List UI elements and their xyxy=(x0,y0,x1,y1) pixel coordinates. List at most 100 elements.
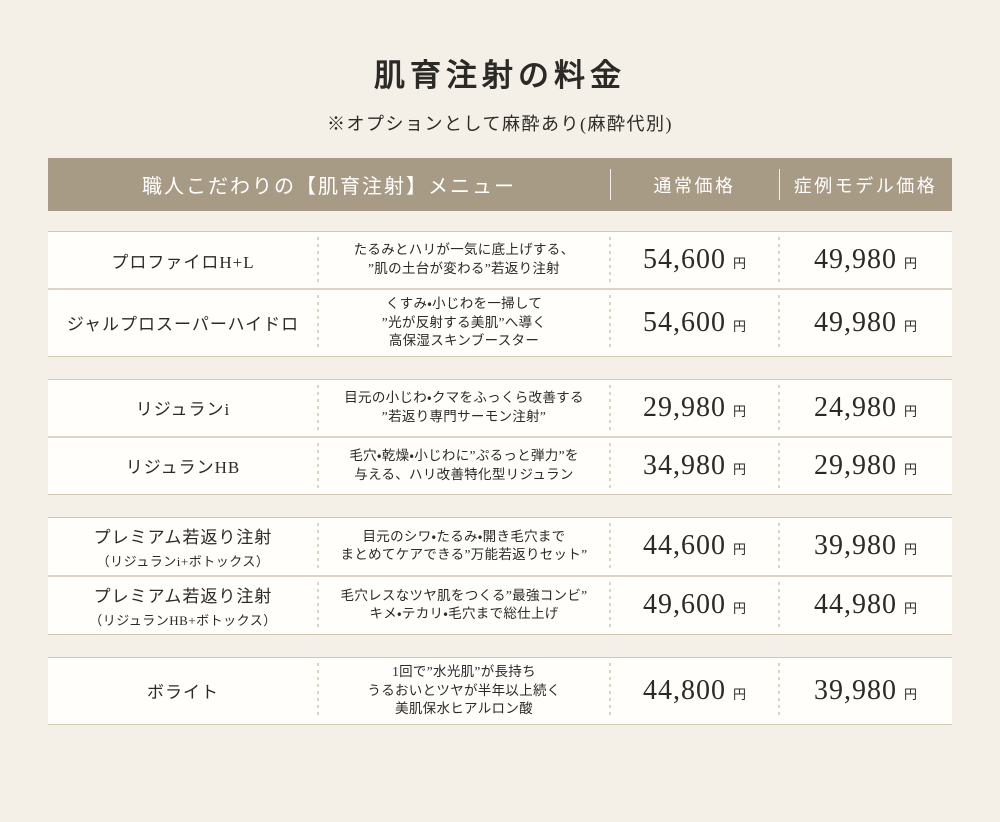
page-subtitle: ※オプションとして麻酔あり(麻酔代別) xyxy=(327,114,673,134)
price-amount: 44,800 xyxy=(642,674,726,706)
description-line: 毛穴・乾燥・小じわに”ぷるっと弾力”を xyxy=(349,448,579,464)
price-amount: 54,600 xyxy=(642,244,726,275)
price: 54,600 円 xyxy=(643,244,746,276)
description-line: 毛穴レスなツヤ肌をつくる”最強コンビ” xyxy=(340,587,588,603)
table-row: リジュランHB 毛穴・乾燥・小じわに”ぷるっと弾力”を 与える、ハリ改善特化型リ… xyxy=(48,435,952,494)
header-model-price-label: 症例モデル価格 xyxy=(779,158,952,211)
currency-yen: 円 xyxy=(732,601,746,617)
table-header-bar: 職人こだわりの【肌育注射】メニュー 通常価格 症例モデル価格 xyxy=(48,158,952,211)
price-amount: 34,980 xyxy=(642,449,726,481)
price: 24,980 円 xyxy=(814,392,917,424)
treatment-description-cell: くすみ・小じわを一掃して ”光が反射する美肌”へ導く 高保湿スキンブースター xyxy=(317,290,610,356)
currency-yen: 円 xyxy=(903,542,917,558)
currency-yen: 円 xyxy=(903,601,917,617)
treatment-name-cell: プレミアム若返り注射 （リジュランi+ボトックス） xyxy=(48,518,318,575)
price: 49,980 円 xyxy=(814,244,917,276)
price-amount: 39,980 xyxy=(813,530,897,562)
treatment-name: プレミアム若返り注射 xyxy=(93,527,273,547)
treatment-name-cell: ジャルプロスーパーハイドロ xyxy=(48,290,318,356)
price: 29,980 円 xyxy=(643,392,746,424)
price: 34,980 円 xyxy=(643,450,746,482)
treatment-name-cell: ボライト xyxy=(48,658,318,724)
header-menu-label: 職人こだわりの【肌育注射】メニュー xyxy=(142,176,516,198)
treatment-name-cell: プロファイロH+L xyxy=(48,232,318,288)
treatment-name-cell: プレミアム若返り注射 （リジュランHB+ボトックス） xyxy=(48,577,318,634)
price-table: 職人こだわりの【肌育注射】メニュー 通常価格 症例モデル価格 プロファイロH+L… xyxy=(48,158,952,725)
table-row: プレミアム若返り注射 （リジュランi+ボトックス） 目元のシワ・たるみ・開き毛穴… xyxy=(48,517,952,575)
table-group: プレミアム若返り注射 （リジュランi+ボトックス） 目元のシワ・たるみ・開き毛穴… xyxy=(48,516,952,635)
price-amount: 29,980 xyxy=(813,449,897,481)
model-price-cell: 39,980 円 xyxy=(778,658,952,724)
currency-yen: 円 xyxy=(732,256,746,271)
description-line: 与える、ハリ改善特化型リジュラン xyxy=(354,466,574,482)
treatment-name: リジュランHB xyxy=(125,458,241,478)
treatment-description-cell: 毛穴・乾燥・小じわに”ぷるっと弾力”を 与える、ハリ改善特化型リジュラン xyxy=(317,438,610,494)
currency-yen: 円 xyxy=(903,686,917,702)
price: 54,600 円 xyxy=(643,307,746,339)
treatment-description-cell: 目元のシワ・たるみ・開き毛穴まで まとめてケアできる”万能若返りセット” xyxy=(317,518,610,575)
treatment-name: ジャルプロスーパーハイドロ xyxy=(66,315,300,335)
table-row: リジュランi 目元の小じわ・クマをふっくら改善する ”若返り専門サーモン注射” … xyxy=(48,379,952,436)
price-amount: 44,980 xyxy=(813,589,897,621)
regular-price-cell: 44,600 円 xyxy=(609,518,779,575)
currency-yen: 円 xyxy=(903,403,917,419)
treatment-description-cell: 目元の小じわ・クマをふっくら改善する ”若返り専門サーモン注射” xyxy=(317,380,610,436)
description-line: くすみ・小じわを一掃して xyxy=(385,296,543,311)
price-amount: 49,980 xyxy=(813,244,897,275)
treatment-name-cell: リジュランi xyxy=(48,380,318,436)
currency-yen: 円 xyxy=(732,542,746,558)
description-line: キメ・テカリ・毛穴まで総仕上げ xyxy=(369,606,559,622)
table-group: プロファイロH+L たるみとハリが一気に底上げする、 ”肌の土台が変わる”若返り… xyxy=(48,231,952,357)
description-line: 美肌保水ヒアルロン酸 xyxy=(395,701,533,717)
table-group: ボライト 1回で”水光肌”が長持ち うるおいとツヤが半年以上続く 美肌保水ヒアル… xyxy=(48,656,952,725)
currency-yen: 円 xyxy=(732,461,746,477)
price-amount: 29,980 xyxy=(642,391,726,423)
treatment-name: ボライト xyxy=(147,683,219,703)
treatment-name-sub: （リジュランHB+ボトックス） xyxy=(89,612,277,628)
description-line: ”肌の土台が変わる”若返り注射 xyxy=(368,261,560,276)
treatment-name: プレミアム若返り注射 xyxy=(93,586,273,606)
model-price-cell: 29,980 円 xyxy=(778,438,952,494)
price: 39,980 円 xyxy=(814,530,917,562)
description-line: 高保湿スキンブースター xyxy=(388,333,540,349)
description-line: 目元のシワ・たるみ・開き毛穴まで xyxy=(362,528,566,544)
model-price-cell: 39,980 円 xyxy=(778,518,952,575)
description-line: たるみとハリが一気に底上げする、 xyxy=(353,242,575,258)
table-group: リジュランi 目元の小じわ・クマをふっくら改善する ”若返り専門サーモン注射” … xyxy=(48,378,952,495)
price-amount: 49,980 xyxy=(813,306,897,338)
model-price-cell: 24,980 円 xyxy=(778,380,952,436)
header-regular-price-label: 通常価格 xyxy=(610,158,779,211)
price: 29,980 円 xyxy=(814,450,917,482)
model-price-cell: 44,980 円 xyxy=(778,577,952,634)
treatment-name: プロファイロH+L xyxy=(111,252,255,272)
page-title: 肌育注射の料金 xyxy=(374,58,626,93)
model-price-cell: 49,980 円 xyxy=(778,290,952,356)
currency-yen: 円 xyxy=(732,318,746,334)
price: 44,800 円 xyxy=(643,675,746,707)
treatment-description-cell: 1回で”水光肌”が長持ち うるおいとツヤが半年以上続く 美肌保水ヒアルロン酸 xyxy=(317,658,610,724)
regular-price-cell: 34,980 円 xyxy=(609,438,779,494)
table-row: プレミアム若返り注射 （リジュランHB+ボトックス） 毛穴レスなツヤ肌をつくる”… xyxy=(48,574,952,634)
table-row: ボライト 1回で”水光肌”が長持ち うるおいとツヤが半年以上続く 美肌保水ヒアル… xyxy=(48,657,952,724)
price: 44,600 円 xyxy=(643,530,746,562)
regular-price-cell: 54,600 円 xyxy=(609,232,779,288)
regular-price-cell: 49,600 円 xyxy=(609,577,779,634)
currency-yen: 円 xyxy=(903,461,917,477)
currency-yen: 円 xyxy=(903,318,917,334)
description-line: 1回で”水光肌”が長持ち xyxy=(392,663,536,679)
description-line: ”若返り専門サーモン注射” xyxy=(381,408,547,424)
description-line: ”光が反射する美肌”へ導く xyxy=(381,314,547,330)
price-amount: 24,980 xyxy=(813,391,897,423)
price-amount: 39,980 xyxy=(813,674,897,706)
price: 39,980 円 xyxy=(814,675,917,707)
model-price-cell: 49,980 円 xyxy=(778,232,952,288)
treatment-description-cell: たるみとハリが一気に底上げする、 ”肌の土台が変わる”若返り注射 xyxy=(317,232,610,288)
treatment-name: リジュランi xyxy=(135,400,231,420)
description-line: 目元の小じわ・クマをふっくら改善する xyxy=(344,390,584,406)
table-row: プロファイロH+L たるみとハリが一気に底上げする、 ”肌の土台が変わる”若返り… xyxy=(48,232,952,288)
price-amount: 54,600 xyxy=(642,306,726,338)
treatment-name-sub: （リジュランi+ボトックス） xyxy=(96,553,270,569)
treatment-description-cell: 毛穴レスなツヤ肌をつくる”最強コンビ” キメ・テカリ・毛穴まで総仕上げ xyxy=(317,577,610,634)
price: 49,600 円 xyxy=(643,589,746,621)
price-amount: 49,600 xyxy=(642,589,726,621)
